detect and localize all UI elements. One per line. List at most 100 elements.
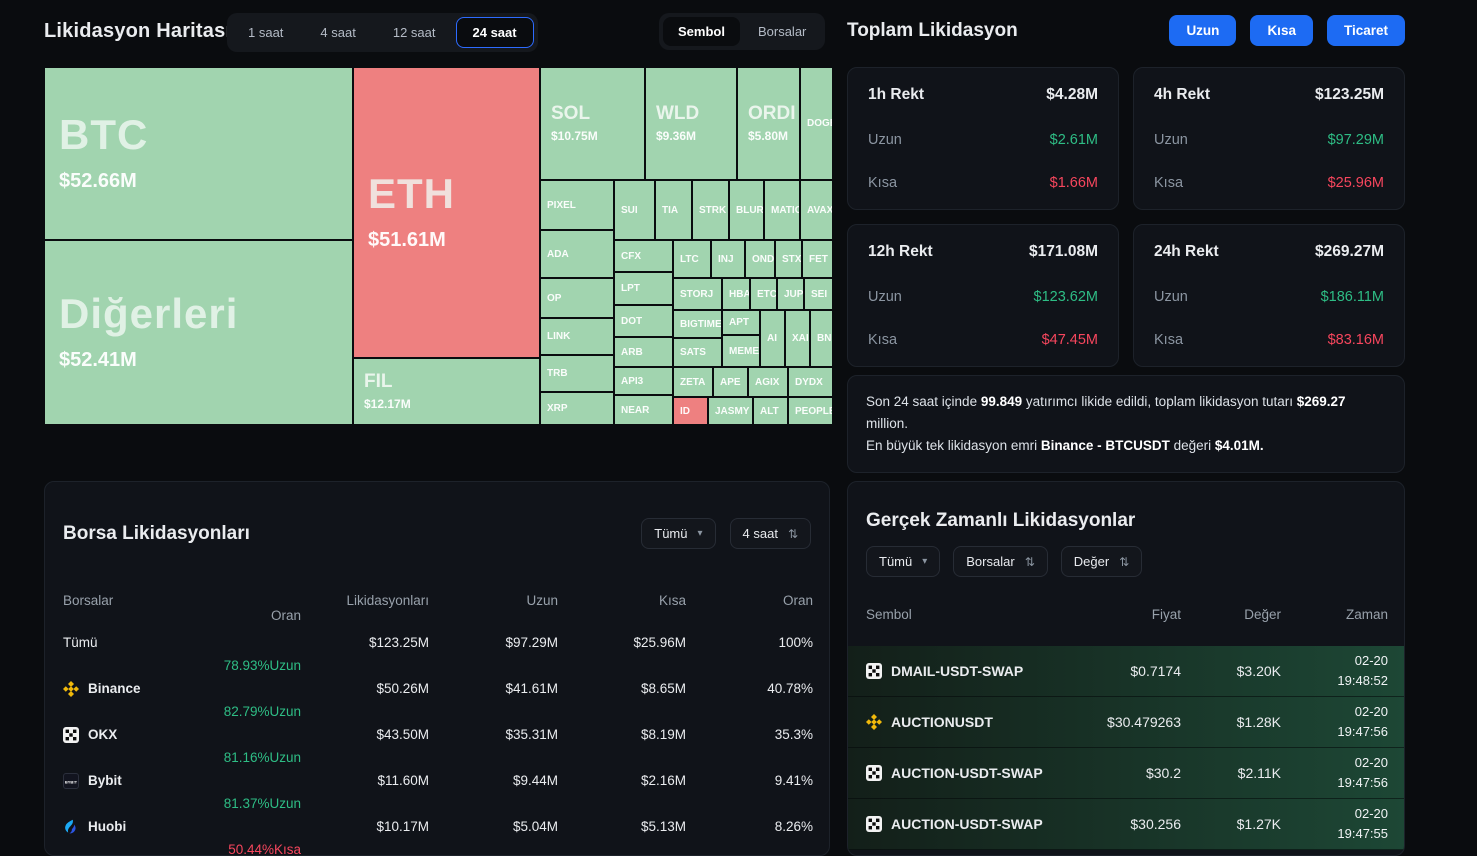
summary-total-amount: $269.27 [1296, 394, 1346, 409]
treemap-cell-MEME[interactable]: MEME [722, 335, 760, 367]
stat-total: $171.08M [1029, 243, 1098, 260]
exchange-row-tümü[interactable]: Tümü $123.25M $97.29M $25.96M 100% 78.93%Uzun [63, 631, 813, 677]
exchange-row-huobi[interactable]: Huobi $10.17M $5.04M $5.13M 8.26% 50.44%Kısa [63, 815, 813, 855]
treemap-cell-LPT[interactable]: LPT [614, 272, 673, 305]
treemap-cell-OP[interactable]: OP [540, 278, 614, 318]
realtime-symbol-select[interactable]: Tümü ▾ [866, 546, 941, 577]
treemap-cell-BNB[interactable]: BNB [810, 310, 833, 367]
treemap-cell-WLD[interactable]: WLD $9.36M [645, 67, 737, 180]
treemap-cell-value: $51.61M [368, 229, 446, 251]
view-toggle-sembol[interactable]: Sembol [663, 17, 740, 46]
action-button-uzun[interactable]: Uzun [1169, 15, 1237, 46]
exchange-row-okx[interactable]: OKX $43.50M $35.31M $8.19M 35.3% 81.16%Uzun [63, 723, 813, 769]
treemap-cell-FET[interactable]: FET [802, 240, 833, 278]
treemap-cell-NEAR[interactable]: NEAR [614, 395, 673, 425]
treemap-cell-TRB[interactable]: TRB [540, 355, 614, 392]
treemap-cell-JASMY[interactable]: JASMY [708, 397, 753, 425]
chevron-down-icon: ▾ [697, 528, 703, 539]
treemap-cell-CFX[interactable]: CFX [614, 240, 673, 272]
summary-largest-value: $4.01M. [1214, 437, 1264, 453]
exchange-name-cell: OKX [63, 726, 301, 743]
treemap-cell-ONDO[interactable]: ONDO [745, 240, 775, 278]
realtime-exchange-select[interactable]: Borsalar ⇅ [953, 546, 1048, 577]
exchange-name-cell: BYB!T Bybit [63, 772, 301, 789]
treemap-cell-ETC[interactable]: ETC [750, 278, 777, 310]
realtime-row-3[interactable]: AUCTION-USDT-SWAP $30.256 $1.27K 02-20 19:47… [848, 799, 1404, 850]
treemap-cell-SATS[interactable]: SATS [673, 338, 722, 367]
treemap-cell-DOGE[interactable]: DOGE [800, 67, 833, 180]
treemap-cell-API3[interactable]: API3 [614, 367, 673, 395]
summary-investor-count: 99.849 [980, 394, 1023, 409]
treemap-cell-APT[interactable]: APT [722, 310, 760, 335]
time-button-24-saat[interactable]: 24 saat [455, 17, 534, 48]
time-button-1-saat[interactable]: 1 saat [231, 17, 300, 48]
realtime-row-0[interactable]: DMAIL-USDT-SWAP $0.7174 $3.20K 02-20 19:48:5… [848, 646, 1404, 697]
treemap-cell-SOL[interactable]: SOL $10.75M [540, 67, 645, 180]
treemap-cell-LINK[interactable]: LINK [540, 318, 614, 355]
treemap-cell-HBAR[interactable]: HBAR [722, 278, 750, 310]
time-clock: 19:47:56 [1337, 724, 1388, 739]
exchange-row-binance[interactable]: Binance $50.26M $41.61M $8.65M 40.78% 82.79%U… [63, 677, 813, 723]
treemap-cell-SEI[interactable]: SEI [804, 278, 833, 310]
treemap-cell-label: SUI [621, 204, 638, 216]
realtime-value-select[interactable]: Değer ⇅ [1060, 546, 1143, 577]
treemap-cell-PIXEL[interactable]: PIXEL [540, 180, 614, 230]
treemap-cell-BTC[interactable]: BTC $52.66M [44, 67, 353, 240]
time-clock: 19:47:56 [1337, 775, 1388, 790]
treemap-cell-AVAX[interactable]: AVAX [800, 180, 833, 240]
treemap-cell-DYDX[interactable]: DYDX [788, 367, 833, 397]
up-down-arrows-icon: ⇅ [1119, 554, 1130, 569]
treemap-cell-STRK[interactable]: STRK [692, 180, 729, 240]
exchange-ratio-value: 81.37%Uzun [223, 796, 301, 812]
treemap-cell-DOT[interactable]: DOT [614, 305, 673, 337]
treemap-cell-value: $10.75M [551, 129, 598, 143]
treemap-cell-APE[interactable]: APE [713, 367, 748, 397]
exchange-row-bybit[interactable]: BYB!T Bybit $11.60M $9.44M $2.16M 9.41% 81.37%… [63, 769, 813, 815]
treemap-cell-ID[interactable]: ID [673, 397, 708, 425]
time-button-12-saat[interactable]: 12 saat [376, 17, 453, 48]
treemap-cell-LTC[interactable]: LTC [673, 240, 711, 278]
long-label: Uzun [868, 131, 902, 148]
long-value: $2.61M [1049, 131, 1098, 148]
treemap-cell-BLUR[interactable]: BLUR [729, 180, 764, 240]
action-button-ticaret[interactable]: Ticaret [1326, 15, 1405, 46]
exchange-filter-select[interactable]: Tümü ▾ [641, 518, 716, 549]
realtime-row-1[interactable]: AUCTIONUSDT $30.479263 $1.28K 02-20 19:47:56 [848, 697, 1404, 748]
treemap-cell-STORJ[interactable]: STORJ [673, 278, 722, 310]
treemap-cell-JUP[interactable]: JUP [777, 278, 804, 310]
treemap-cell-TIA[interactable]: TIA [655, 180, 692, 240]
stat-card-header: 4h Rekt $123.25M [1154, 86, 1384, 104]
treemap-cell-XAI[interactable]: XAI [785, 310, 810, 367]
treemap-cell-ORDI[interactable]: ORDI $5.80M [737, 67, 800, 180]
treemap-cell-ALT[interactable]: ALT [753, 397, 788, 425]
treemap-cell-ZETA[interactable]: ZETA [673, 367, 713, 397]
treemap-cell-value: $9.36M [656, 129, 697, 143]
okx-icon [866, 765, 882, 781]
treemap-cell-STX[interactable]: STX [775, 240, 802, 278]
exchange-time-select[interactable]: 4 saat ⇅ [729, 518, 811, 549]
treemap-cell-SUI[interactable]: SUI [614, 180, 655, 240]
realtime-row-2[interactable]: AUCTION-USDT-SWAP $30.2 $2.11K 02-20 19:47:5… [848, 748, 1404, 799]
time-button-4-saat[interactable]: 4 saat [303, 17, 372, 48]
treemap-cell-label: DYDX [795, 376, 823, 388]
treemap-cell-INJ[interactable]: INJ [711, 240, 745, 278]
long-label: Uzun [1154, 131, 1188, 148]
treemap-cell-AI[interactable]: AI [760, 310, 785, 367]
treemap-cell-Diğerleri[interactable]: Diğerleri $52.41M [44, 240, 353, 425]
treemap-cell-label: FIL [364, 371, 393, 392]
stat-card-header: 1h Rekt $4.28M [868, 86, 1098, 104]
view-toggle-borsalar[interactable]: Borsalar [743, 17, 821, 46]
treemap-cell-label: BTC [59, 111, 149, 158]
action-button-kısa[interactable]: Kısa [1250, 15, 1313, 46]
treemap-cell-ADA[interactable]: ADA [540, 230, 614, 278]
exchange-panel-title: Borsa Likidasyonları [63, 522, 250, 544]
treemap-cell-BIGTIME[interactable]: BIGTIME [673, 310, 722, 338]
treemap-cell-AGIX[interactable]: AGIX [748, 367, 788, 397]
treemap-cell-ARB[interactable]: ARB [614, 337, 673, 367]
treemap-cell-ETH[interactable]: ETH $51.61M [353, 67, 540, 358]
treemap-cell-XRP[interactable]: XRP [540, 392, 614, 425]
treemap-cell-PEOPLE[interactable]: PEOPLE [788, 397, 833, 425]
treemap-cell-label: XRP [547, 403, 568, 414]
treemap-cell-FIL[interactable]: FIL $12.17M [353, 358, 540, 425]
treemap-cell-MATIC[interactable]: MATIC [764, 180, 800, 240]
